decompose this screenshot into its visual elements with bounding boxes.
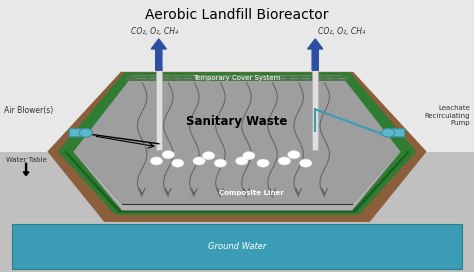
Circle shape: [162, 151, 174, 159]
Title: Aerobic Landfill Bioreactor: Aerobic Landfill Bioreactor: [145, 8, 329, 22]
Polygon shape: [47, 72, 427, 222]
Bar: [312, 67, 319, 150]
Text: Leachate
Recirculating
Pump: Leachate Recirculating Pump: [425, 105, 470, 126]
Bar: [0, 152, 474, 272]
FancyBboxPatch shape: [390, 129, 405, 137]
Bar: [126, 76, 348, 81]
Polygon shape: [73, 76, 401, 209]
Circle shape: [193, 157, 205, 165]
FancyArrow shape: [151, 39, 166, 70]
Circle shape: [300, 159, 312, 167]
FancyArrow shape: [308, 39, 323, 70]
Circle shape: [278, 157, 291, 165]
Text: CO₂, O₂, CH₄: CO₂, O₂, CH₄: [318, 27, 365, 36]
Polygon shape: [73, 152, 401, 210]
Bar: [12, 224, 462, 269]
Text: Water Table: Water Table: [6, 156, 46, 162]
Circle shape: [202, 152, 215, 160]
FancyBboxPatch shape: [69, 129, 84, 137]
Text: Composite Liner: Composite Liner: [219, 190, 283, 196]
Bar: [155, 67, 162, 150]
Circle shape: [243, 152, 255, 160]
Text: Ground Water: Ground Water: [208, 242, 266, 251]
Circle shape: [382, 128, 395, 137]
Text: Temporary Cover System: Temporary Cover System: [193, 75, 281, 81]
Polygon shape: [64, 151, 410, 213]
Text: Air Blower(s): Air Blower(s): [4, 106, 53, 115]
Circle shape: [236, 157, 248, 165]
Polygon shape: [58, 72, 416, 215]
FancyArrow shape: [23, 163, 29, 176]
Circle shape: [79, 128, 92, 137]
Text: Sanitary Waste: Sanitary Waste: [186, 115, 288, 128]
Circle shape: [288, 151, 300, 159]
Circle shape: [172, 159, 184, 167]
Circle shape: [150, 157, 163, 165]
Circle shape: [214, 159, 227, 167]
Text: CO₂, O₂, CH₄: CO₂, O₂, CH₄: [130, 27, 178, 36]
Circle shape: [257, 159, 269, 167]
